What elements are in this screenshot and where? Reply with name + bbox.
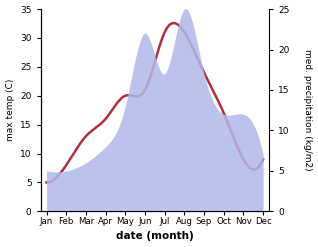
Y-axis label: max temp (C): max temp (C) <box>5 79 15 141</box>
X-axis label: date (month): date (month) <box>116 231 194 242</box>
Y-axis label: med. precipitation (kg/m2): med. precipitation (kg/m2) <box>303 49 313 171</box>
